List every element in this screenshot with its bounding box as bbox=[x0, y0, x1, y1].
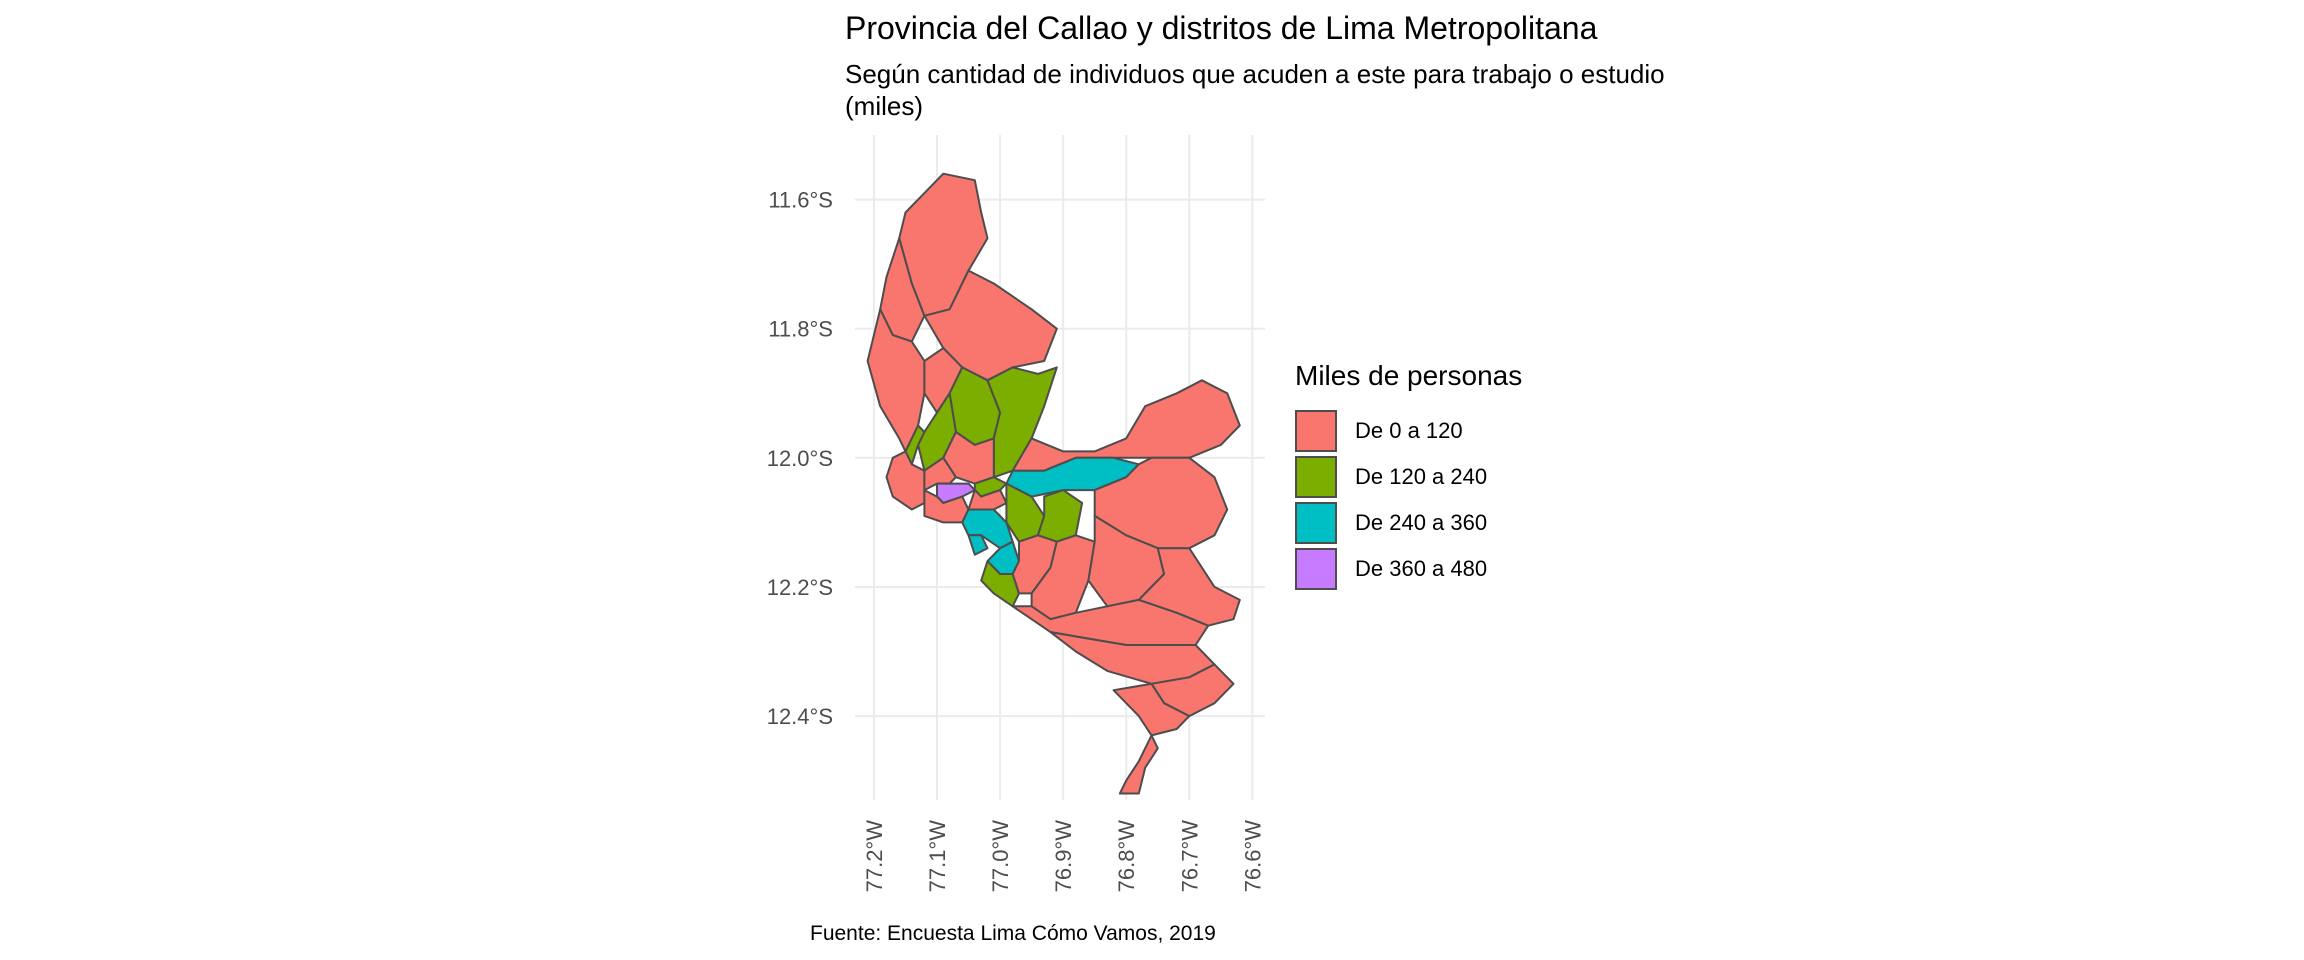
legend-label-120-240: De 120 a 240 bbox=[1355, 464, 1488, 489]
source-caption: Fuente: Encuesta Lima Cómo Vamos, 2019 bbox=[810, 922, 1216, 945]
x-tick-label: 76.9°W bbox=[1051, 820, 1076, 893]
district-region bbox=[1137, 547, 1241, 627]
x-tick-label: 77.2°W bbox=[862, 820, 887, 893]
district-region bbox=[1036, 489, 1084, 543]
x-tick-label: 76.8°W bbox=[1114, 820, 1139, 893]
y-tick-label: 11.6°S bbox=[768, 188, 833, 213]
district-region bbox=[1112, 682, 1191, 737]
x-tick-label: 77.0°W bbox=[988, 820, 1013, 893]
y-axis-ticks: 11.6°S 11.8°S 12.0°S 12.2°S 12.4°S bbox=[767, 188, 833, 730]
x-tick-label: 76.6°W bbox=[1240, 820, 1265, 893]
district-region bbox=[885, 450, 926, 511]
y-tick-label: 12.0°S bbox=[767, 446, 833, 471]
legend: Miles de personas De 0 a 120 De 120 a 24… bbox=[1295, 360, 1522, 592]
legend-key-120-240 bbox=[1295, 456, 1337, 498]
legend-title: Miles de personas bbox=[1295, 360, 1523, 391]
legend-label-360-480: De 360 a 480 bbox=[1355, 556, 1488, 581]
legend-item-240-360: De 240 a 360 bbox=[1295, 500, 1522, 546]
y-tick-label: 11.8°S bbox=[768, 317, 833, 342]
legend-item-0-120: De 0 a 120 bbox=[1295, 408, 1522, 454]
district-region bbox=[980, 560, 1020, 608]
x-tick-label: 77.1°W bbox=[925, 820, 950, 893]
legend-item-120-240: De 120 a 240 bbox=[1295, 454, 1522, 500]
legend-key-360-480 bbox=[1295, 548, 1337, 590]
district-polygons bbox=[866, 172, 1241, 795]
map-title: Provincia del Callao y distritos de Lima… bbox=[845, 10, 1598, 46]
y-tick-label: 12.2°S bbox=[767, 575, 833, 600]
legend-label-0-120: De 0 a 120 bbox=[1355, 418, 1463, 443]
x-axis-ticks: 77.2°W 77.1°W 77.0°W 76.9°W 76.8°W 76.7°W 76.6… bbox=[862, 820, 1265, 893]
x-tick-label: 76.7°W bbox=[1177, 820, 1202, 893]
legend-key-240-360 bbox=[1295, 502, 1337, 544]
legend-label-240-360: De 240 a 360 bbox=[1355, 510, 1488, 535]
district-region bbox=[967, 534, 989, 556]
legend-key-0-120 bbox=[1295, 410, 1337, 452]
district-region bbox=[1118, 734, 1159, 795]
map-subtitle: Según cantidad de individuos que acuden … bbox=[845, 59, 1665, 121]
legend-item-360-480: De 360 a 480 bbox=[1295, 546, 1522, 592]
y-tick-label: 12.4°S bbox=[767, 704, 833, 729]
